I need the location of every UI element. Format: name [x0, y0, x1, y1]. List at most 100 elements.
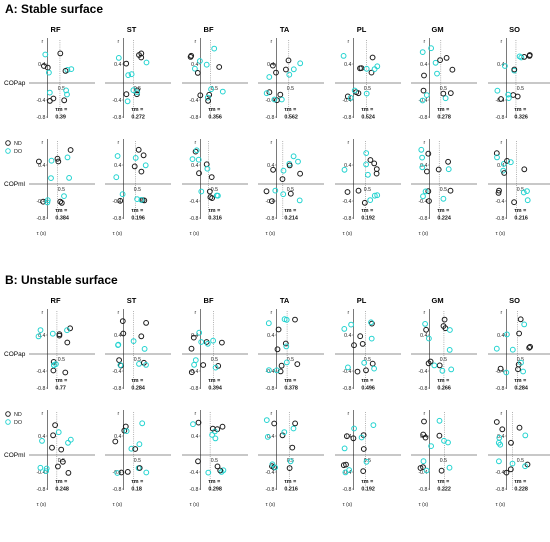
point-nd	[436, 432, 443, 439]
muscle-label-bf: BF	[204, 296, 214, 305]
point-do	[195, 156, 202, 163]
point-do	[297, 60, 304, 67]
y-axis-label: r	[42, 140, 44, 146]
point-do	[524, 188, 530, 195]
point-do	[212, 364, 219, 371]
point-do	[428, 443, 435, 450]
y-tick-label: -0.8	[36, 487, 45, 493]
point-nd	[344, 433, 350, 440]
point-do	[286, 71, 293, 78]
point-nd	[123, 60, 130, 67]
y-tick-label: 0.4	[38, 434, 45, 440]
point-nd	[197, 92, 204, 99]
x-tick-label: 0.5	[211, 187, 218, 193]
y-tick-label: 0.4	[497, 333, 504, 339]
legend-marker-do	[5, 148, 11, 154]
y-tick-label: -0.4	[418, 98, 427, 104]
point-nd	[507, 466, 514, 473]
point-nd	[207, 194, 214, 201]
panel-title: B: Unstable surface	[5, 273, 118, 287]
point-do	[295, 158, 301, 165]
point-nd	[371, 160, 378, 167]
point-do	[204, 165, 211, 172]
x-tick-label: 0.5	[58, 86, 65, 92]
point-nd	[420, 87, 427, 94]
point-nd	[52, 422, 58, 429]
point-do	[420, 193, 426, 200]
point-do	[39, 438, 45, 444]
tau-m-value: 0.378	[284, 386, 298, 392]
x-axis-label: τ (s)	[37, 231, 47, 237]
point-do	[341, 166, 348, 173]
y-tick-label: 0.4	[191, 333, 198, 339]
point-do	[290, 66, 297, 73]
subplot-copml-bf: r 0.4 -0.4 -0.8 0.5 τm = 0.298 τ (s)	[182, 410, 248, 508]
point-nd	[357, 333, 364, 340]
point-nd	[425, 150, 432, 157]
point-do	[422, 188, 429, 195]
legend-label-do: DO	[14, 149, 22, 155]
tau-m-label: τm =	[361, 378, 373, 384]
y-tick-label: 0.4	[114, 434, 121, 440]
point-nd	[120, 330, 127, 337]
point-do	[115, 341, 122, 348]
point-nd	[274, 97, 280, 104]
y-axis-label: r	[348, 411, 350, 417]
point-do	[192, 357, 199, 364]
y-tick-label: -0.8	[418, 386, 427, 392]
x-tick-label: 0.5	[364, 458, 371, 464]
point-nd	[443, 55, 450, 61]
y-axis-label: r	[424, 411, 426, 417]
point-nd	[134, 87, 141, 94]
point-do	[65, 439, 71, 446]
y-tick-label: -0.4	[342, 199, 351, 205]
point-nd	[514, 93, 521, 100]
point-do	[113, 174, 120, 181]
point-do	[361, 359, 368, 366]
point-do	[266, 74, 273, 80]
y-tick-label: -0.4	[189, 98, 198, 104]
point-do	[114, 153, 121, 159]
tau-m-value: 0.77	[55, 386, 66, 392]
point-nd	[526, 344, 533, 351]
tau-m-value: 0.214	[284, 216, 298, 222]
y-tick-label: 0.4	[114, 163, 121, 169]
y-axis-label: r	[42, 411, 44, 417]
y-tick-label: -0.8	[495, 386, 504, 392]
row-label-copml: COPml	[4, 181, 26, 188]
point-do	[296, 197, 303, 204]
y-axis-label: r	[118, 411, 120, 417]
point-do	[363, 65, 370, 72]
tau-m-label: τm =	[361, 107, 373, 113]
point-nd	[64, 339, 71, 346]
y-tick-label: 0.4	[114, 62, 121, 68]
point-nd	[286, 162, 293, 169]
point-do	[189, 156, 196, 163]
point-do	[134, 89, 141, 96]
tau-m-label: τm =	[55, 378, 67, 384]
legend: ND DO	[5, 411, 22, 426]
point-nd	[270, 166, 277, 173]
point-nd	[112, 438, 119, 445]
point-nd	[286, 465, 293, 472]
point-do	[371, 192, 378, 199]
point-nd	[138, 168, 145, 175]
tau-m-label: τm =	[284, 479, 296, 485]
point-nd	[373, 166, 380, 173]
x-axis-label: τ (s)	[419, 231, 429, 237]
point-do	[138, 197, 145, 203]
point-nd	[208, 174, 215, 181]
tau-m-value: 0.272	[131, 115, 145, 121]
x-axis-label: τ (s)	[266, 231, 276, 237]
y-tick-label: -0.8	[36, 115, 45, 121]
point-do	[347, 94, 354, 101]
point-nd	[206, 91, 213, 98]
point-do	[494, 154, 500, 161]
point-nd	[354, 368, 361, 375]
y-tick-label: 0.4	[38, 163, 45, 169]
tau-m-label: τm =	[55, 107, 67, 113]
point-nd	[132, 446, 139, 452]
point-do	[341, 445, 348, 452]
